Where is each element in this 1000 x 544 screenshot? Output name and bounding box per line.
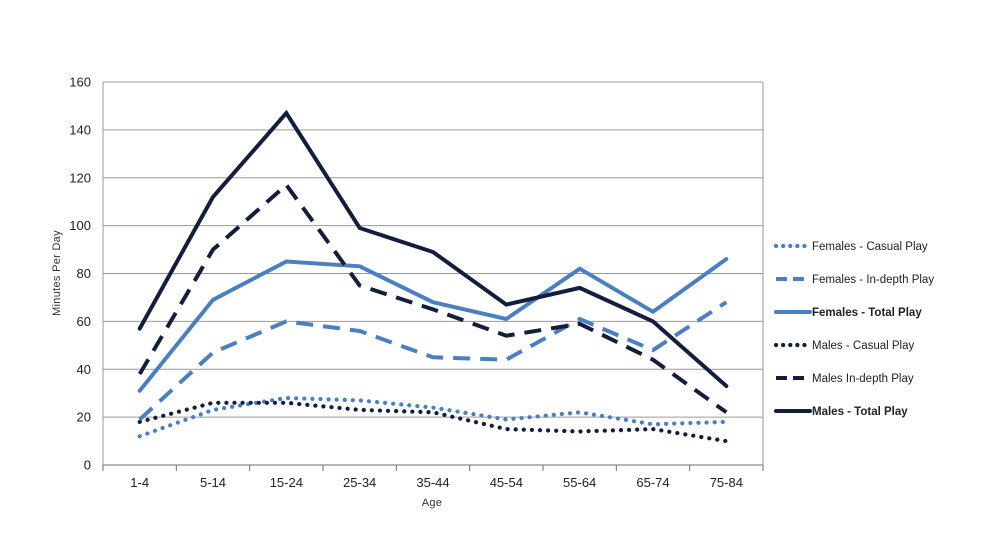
legend-label: Females - In-depth Play: [812, 274, 934, 286]
series-line-males-total-play: [137, 109, 729, 388]
series-line-males-casual-play: [137, 400, 729, 444]
x-tick-label: 1-4: [130, 475, 149, 490]
legend-label: Females - Total Play: [812, 307, 922, 319]
series-lines: [137, 109, 729, 444]
x-tick-label: 5-14: [200, 475, 226, 490]
x-tick-label: 65-74: [636, 475, 669, 490]
series-line-males-in-depth-play: [137, 181, 728, 414]
y-tick-label: 120: [69, 170, 91, 185]
axes: 0 20 40 60 80 100 120 140 160 1-4 5-14 15-24 25-34 35…: [69, 75, 764, 490]
x-axis-title: Age: [422, 497, 442, 509]
y-axis-title: Minutes Per Day: [51, 230, 63, 316]
y-tick-label: 20: [77, 410, 91, 425]
legend-label: Females - Casual Play: [812, 241, 928, 253]
y-tick-label: 40: [77, 362, 91, 377]
legend-label: Males - Casual Play: [812, 340, 915, 352]
x-tick-label: 55-64: [563, 475, 596, 490]
legend-label: Males - Total Play: [812, 406, 908, 418]
legend: Females - Casual Play Females - In-depth …: [773, 241, 934, 418]
y-tick-label: 0: [84, 458, 91, 473]
y-tick-label: 60: [77, 314, 91, 329]
series-line-females-in-depth-play: [138, 300, 728, 421]
x-tick-label: 25-34: [343, 475, 376, 490]
y-tick-label: 80: [77, 266, 91, 281]
x-tick-label: 75-84: [710, 475, 743, 490]
x-tick-label: 15-24: [270, 475, 303, 490]
x-tick-label: 35-44: [416, 475, 449, 490]
x-tick-label: 45-54: [490, 475, 523, 490]
series-line-females-casual-play: [137, 395, 729, 439]
grid: [103, 81, 763, 418]
y-tick-label: 160: [69, 75, 91, 90]
legend-label: Males In-depth Play: [812, 373, 914, 385]
y-tick-label: 140: [69, 122, 91, 137]
y-tick-label: 100: [69, 218, 91, 233]
series-line-females-total-play: [137, 257, 729, 393]
